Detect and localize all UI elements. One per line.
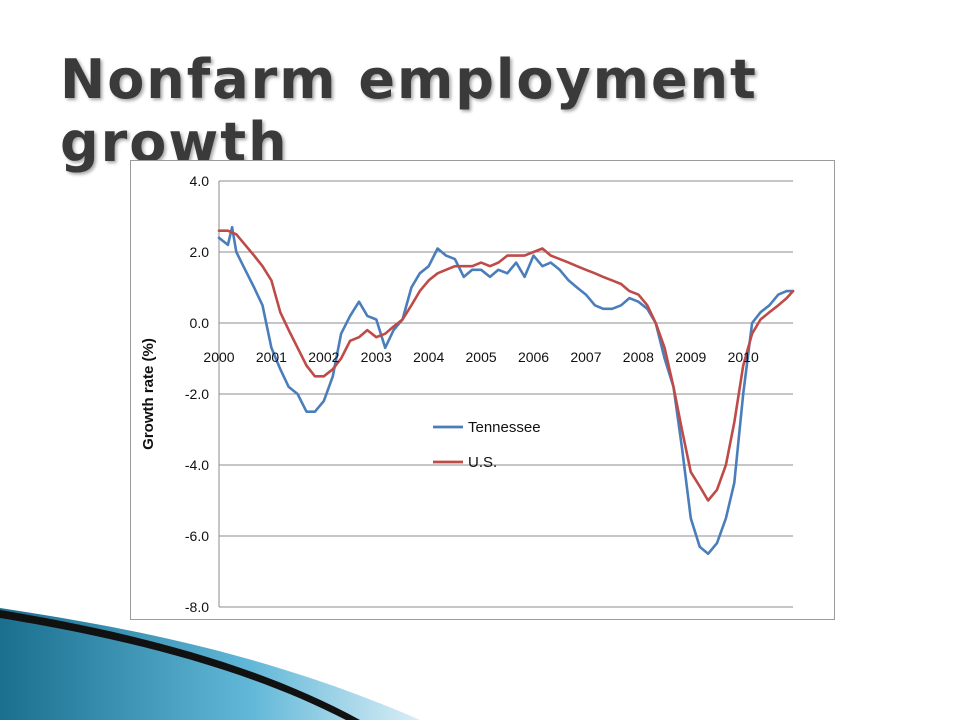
line-chart: 4.02.00.0-2.0-4.0-6.0-8.0 2000 2001 2002 20… [140, 173, 795, 615]
legend-label: U.S. [468, 454, 497, 471]
series-lines [217, 225, 795, 556]
x-tick-label: 2006 [518, 349, 549, 365]
x-tick-label: 2004 [413, 349, 444, 365]
x-tick-label: 2002 [308, 349, 339, 365]
series-line-u-s [217, 229, 795, 502]
y-tick-label: -2.0 [185, 386, 209, 402]
x-tick-label: 2010 [728, 349, 759, 365]
y-tick-label: -8.0 [185, 599, 209, 615]
slide-title: Nonfarm employment growth [60, 48, 758, 174]
legend-label: Tennessee [468, 419, 541, 436]
y-tick-label: -6.0 [185, 528, 209, 544]
legend: Tennessee U.S. [433, 419, 541, 471]
y-tick-label: -4.0 [185, 457, 209, 473]
x-tick-label: 2009 [675, 349, 706, 365]
x-tick-label: 2001 [256, 349, 287, 365]
y-tick-label: 2.0 [190, 244, 210, 260]
x-tick-labels: 2000 2001 2002 2003 2004 2005 2006 2007 2008 2009… [203, 349, 759, 365]
series-line-tennessee [217, 225, 795, 556]
swoosh-black [0, 610, 360, 720]
y-tick-label: 4.0 [190, 173, 210, 189]
chart-frame: 4.0 2.0 0.0 -2.0 -4.0 -6.0 -8.0 2000 2001 2002 20… [130, 160, 835, 620]
x-tick-label: 2005 [466, 349, 497, 365]
y-axis-title: Growth rate (%) [140, 338, 157, 450]
y-tick-label: 0.0 [190, 315, 210, 331]
x-tick-label: 2003 [361, 349, 392, 365]
y-tick-labels: 4.0 2.0 0.0 -2.0 -4.0 -6.0 -8.0 [185, 173, 209, 615]
gridlines [218, 180, 793, 608]
x-tick-label: 2000 [203, 349, 234, 365]
x-tick-label: 2007 [570, 349, 601, 365]
x-tick-label: 2008 [623, 349, 654, 365]
